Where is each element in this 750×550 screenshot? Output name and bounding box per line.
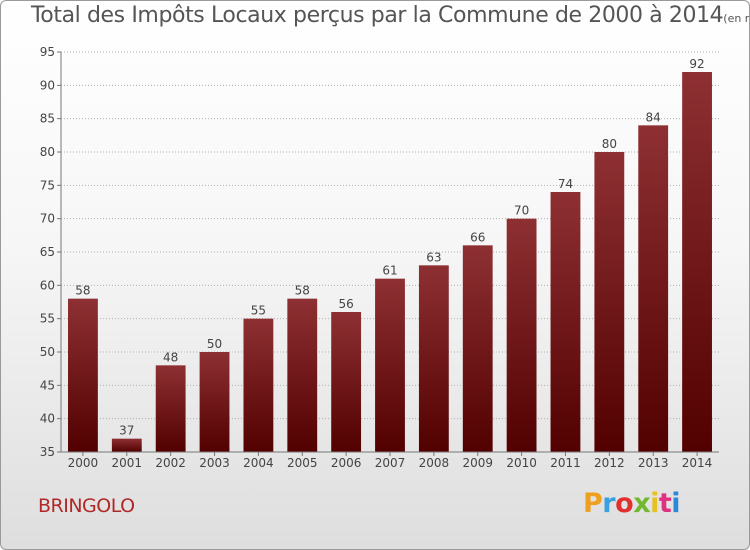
x-tick-label: 2006	[331, 456, 362, 470]
bar	[111, 438, 142, 452]
data-label: 48	[163, 350, 178, 364]
bar	[155, 365, 186, 452]
proxiti-logo: Proxiti	[583, 488, 681, 519]
data-label: 84	[646, 110, 661, 124]
logo-letter: t	[658, 488, 672, 519]
data-label: 63	[426, 250, 441, 264]
x-tick-label: 2014	[682, 456, 713, 470]
y-tick-label: 50	[40, 345, 55, 359]
logo-letter: i	[671, 488, 681, 519]
bar	[550, 192, 581, 452]
title-unit: (en milliers d'€)	[723, 12, 749, 25]
bars	[68, 72, 712, 452]
y-tick-label: 40	[40, 412, 55, 426]
x-tick-label: 2002	[155, 456, 186, 470]
y-tick-label: 90	[40, 78, 55, 92]
data-label: 70	[514, 204, 529, 218]
logo-letter: x	[633, 488, 651, 519]
x-tick-label: 2000	[68, 456, 99, 470]
data-label: 92	[689, 57, 704, 71]
bar	[331, 312, 362, 452]
bar	[287, 298, 318, 452]
data-label: 80	[602, 137, 617, 151]
data-label: 55	[251, 304, 266, 318]
data-label: 58	[75, 284, 90, 298]
bar	[68, 298, 98, 452]
y-tick-label: 65	[40, 245, 55, 259]
y-tick-label: 45	[40, 378, 55, 392]
bar	[462, 245, 493, 452]
data-label: 56	[338, 297, 353, 311]
title-text: Total des Impôts Locaux perçus par la Co…	[31, 3, 724, 28]
y-tick-label: 75	[40, 178, 55, 192]
x-tick-label: 2010	[506, 456, 537, 470]
bar	[682, 72, 712, 452]
x-tick-label: 2009	[462, 456, 493, 470]
x-tick-label: 2013	[638, 456, 669, 470]
y-tick-label: 35	[40, 445, 55, 459]
data-label: 66	[470, 230, 485, 244]
logo-letter: r	[602, 488, 616, 519]
logo-letter: i	[650, 488, 659, 519]
y-tick-label: 80	[40, 145, 55, 159]
x-tick-label: 2001	[112, 456, 143, 470]
y-tick-label: 95	[40, 45, 55, 59]
x-tick-label: 2003	[199, 456, 230, 470]
data-label: 74	[558, 177, 573, 191]
y-tick-label: 55	[40, 312, 55, 326]
x-tick-label: 2012	[594, 456, 625, 470]
y-tick-label: 85	[40, 112, 55, 126]
y-tick-label: 60	[40, 278, 55, 292]
bar	[199, 352, 230, 452]
labels: 35 40 45 50 55 60 65 70 75 80 85 90 95 58 2000 37 2001 48…	[40, 45, 713, 470]
bar	[638, 125, 669, 452]
x-tick-label: 2007	[375, 456, 406, 470]
commune-name: BRINGOLO	[38, 495, 135, 517]
bar	[243, 318, 274, 452]
y-tick-label: 70	[40, 212, 55, 226]
bar	[375, 278, 405, 452]
logo-letter: o	[615, 488, 634, 519]
data-label: 58	[295, 284, 310, 298]
bar	[594, 152, 625, 452]
logo-letter: P	[583, 488, 603, 519]
x-tick-label: 2011	[550, 456, 581, 470]
chart-title: Total des Impôts Locaux perçus par la Co…	[31, 3, 749, 28]
data-label: 37	[119, 424, 134, 438]
bar	[418, 265, 449, 452]
bar	[506, 218, 537, 452]
data-label: 61	[382, 264, 397, 278]
data-label: 50	[207, 337, 222, 351]
axes	[57, 51, 719, 456]
x-tick-label: 2008	[419, 456, 450, 470]
x-tick-label: 2005	[287, 456, 318, 470]
x-tick-label: 2004	[243, 456, 274, 470]
